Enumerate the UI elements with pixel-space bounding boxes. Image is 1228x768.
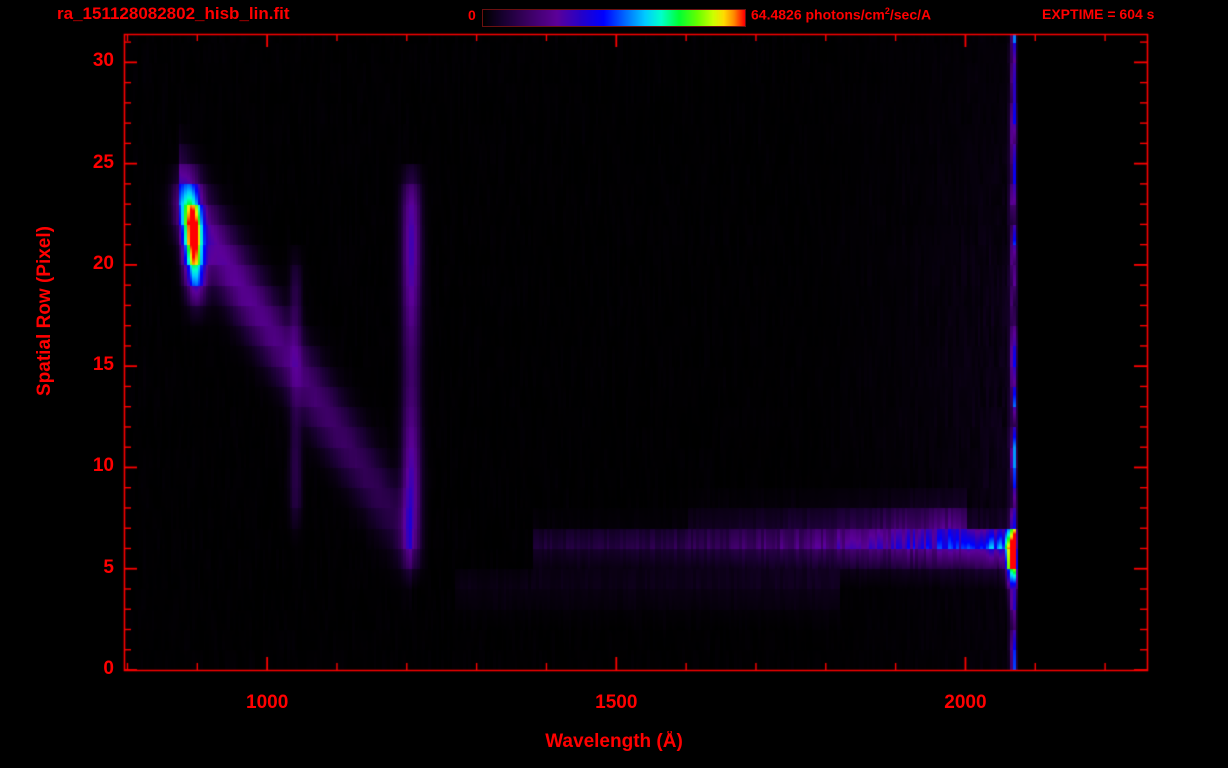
x-tick-label: 2000 bbox=[944, 692, 987, 713]
x-tick-label: 1000 bbox=[246, 692, 289, 713]
x-tick-label: 1500 bbox=[595, 692, 638, 713]
y-tick-label: 15 bbox=[92, 354, 114, 376]
colorbar-min-label: 0 bbox=[468, 7, 476, 23]
colorbar bbox=[482, 9, 746, 27]
y-axis-label: Spatial Row (Pixel) bbox=[34, 226, 55, 396]
y-tick-label: 10 bbox=[92, 455, 114, 477]
page-title: ra_151128082802_hisb_lin.fit bbox=[57, 4, 290, 23]
exptime-label: EXPTIME = 604 s bbox=[1042, 6, 1155, 22]
y-tick-label: 25 bbox=[92, 151, 114, 173]
colorbar-units-post: /sec/A bbox=[889, 6, 932, 23]
y-tick-label: 5 bbox=[103, 556, 114, 578]
y-tick-label: 30 bbox=[92, 50, 114, 72]
spectrogram-image bbox=[124, 34, 1147, 670]
y-tick-label: 0 bbox=[103, 658, 114, 679]
colorbar-max-label: 64.4826 photons/cm2/sec/A bbox=[751, 6, 931, 23]
colorbar-max-value: 64.4826 bbox=[751, 6, 802, 23]
y-tick-label: 20 bbox=[92, 252, 114, 274]
colorbar-units-pre: photons/cm bbox=[801, 6, 885, 23]
x-axis-label: Wavelength (Å) bbox=[545, 731, 683, 752]
